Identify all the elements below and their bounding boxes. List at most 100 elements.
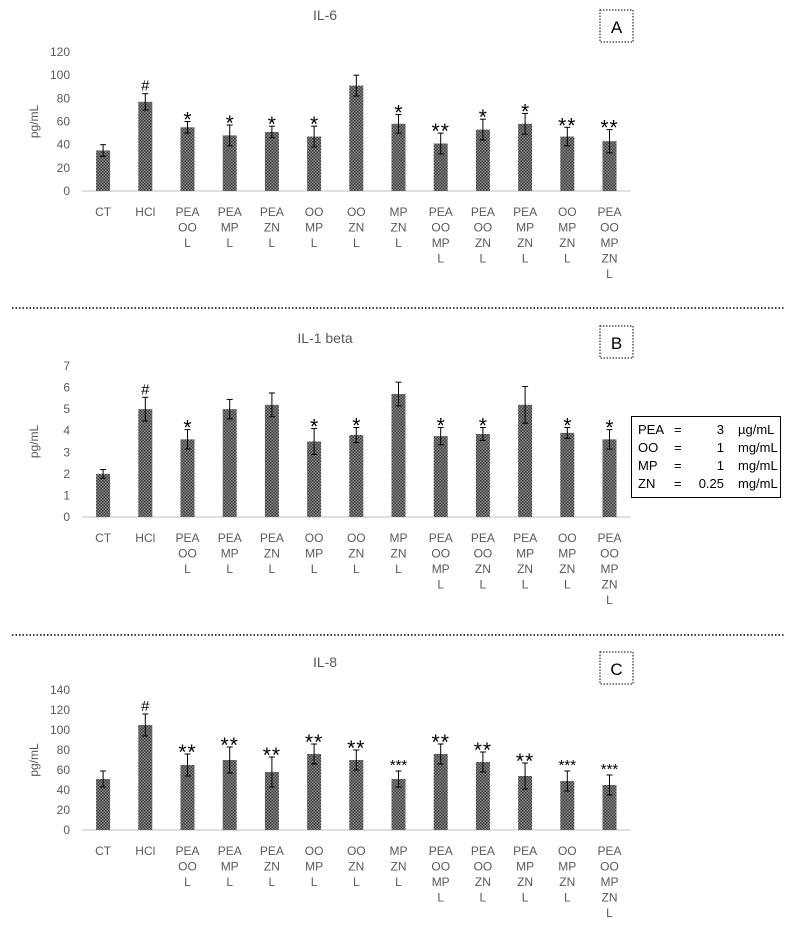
- x-tick-label: PEA: [429, 205, 453, 219]
- significance-marker: **: [432, 731, 450, 754]
- bar: [602, 141, 617, 191]
- significance-marker: *: [183, 109, 191, 132]
- significance-marker: *: [310, 113, 318, 136]
- x-tick-label: L: [606, 267, 613, 281]
- x-tick-label: OO: [474, 221, 493, 235]
- bar: [475, 762, 490, 830]
- bar: [475, 129, 490, 191]
- x-tick-label: PEA: [513, 844, 537, 858]
- legend-row-zn: ZN = 0.25 mg/mL: [638, 475, 780, 493]
- bar: [180, 765, 195, 830]
- significance-marker: *: [605, 417, 613, 440]
- x-tick-label: OO: [431, 860, 450, 874]
- significance-marker: *: [268, 113, 276, 136]
- legend-value: 0.25: [698, 476, 724, 491]
- x-tick-label: MP: [601, 562, 619, 576]
- bar: [307, 136, 322, 191]
- x-tick-label: ZN: [348, 221, 364, 235]
- x-tick-label: OO: [474, 547, 493, 561]
- x-tick-label: L: [564, 891, 571, 905]
- x-tick-label: PEA: [513, 205, 537, 219]
- x-tick-label: ZN: [264, 860, 280, 874]
- x-tick-label: MP: [390, 205, 408, 219]
- bar: [518, 123, 533, 191]
- legend-name: OO: [638, 440, 659, 455]
- x-tick-label: OO: [347, 205, 366, 219]
- y-tick-label: 3: [63, 445, 70, 459]
- x-tick-label: L: [311, 875, 318, 889]
- bar: [391, 779, 406, 830]
- x-tick-label: PEA: [471, 205, 495, 219]
- x-tick-label: OO: [305, 844, 324, 858]
- x-tick-label: PEA: [513, 531, 537, 545]
- y-tick-label: 20: [57, 161, 71, 175]
- x-tick-label: L: [226, 562, 233, 576]
- significance-marker: **: [558, 114, 576, 137]
- significance-marker: **: [432, 120, 450, 143]
- legend-row-pea: PEA = 3 µg/mL: [638, 421, 780, 439]
- significance-marker: *: [310, 416, 318, 439]
- x-tick-label: CT: [95, 205, 112, 219]
- x-tick-label: ZN: [475, 875, 491, 889]
- x-tick-label: ZN: [559, 875, 575, 889]
- x-tick-label: MP: [221, 221, 239, 235]
- y-tick-label: 100: [50, 68, 70, 82]
- bar: [560, 136, 575, 191]
- x-tick-label: L: [480, 252, 487, 266]
- x-tick-label: ZN: [348, 860, 364, 874]
- chart-panel-b: IL-1 beta Bpg/mL01234567CT#HCl*PEAOOLPEAM…: [27, 325, 634, 607]
- bar: [264, 404, 279, 517]
- significance-marker: ***: [390, 757, 408, 774]
- x-tick-label: ZN: [559, 562, 575, 576]
- significance-marker: *: [563, 414, 571, 437]
- chart-title: IL-1 beta: [297, 330, 352, 346]
- panel-letter-box: [599, 325, 634, 359]
- y-tick-label: 4: [63, 424, 70, 438]
- x-tick-label: ZN: [602, 891, 618, 905]
- x-tick-label: PEA: [471, 531, 495, 545]
- x-tick-label: HCl: [135, 531, 155, 545]
- x-tick-label: OO: [178, 547, 197, 561]
- significance-marker: #: [141, 381, 150, 398]
- bar: [560, 432, 575, 517]
- x-tick-label: MP: [432, 562, 450, 576]
- x-tick-label: MP: [516, 547, 534, 561]
- x-tick-label: ZN: [391, 860, 407, 874]
- y-tick-label: 20: [57, 803, 71, 817]
- x-tick-label: ZN: [602, 578, 618, 592]
- x-tick-label: PEA: [175, 531, 199, 545]
- chart-panel-c: IL-8 Cpg/mL 0 20 40 60 80 100 120 140 CT # HCl ** PEA O…: [27, 651, 634, 920]
- x-tick-label: L: [522, 891, 529, 905]
- y-tick-label: 0: [63, 510, 70, 524]
- bar: [138, 101, 153, 191]
- significance-marker: *: [394, 102, 402, 125]
- x-tick-label: MP: [558, 860, 576, 874]
- y-tick-label: 100: [50, 723, 70, 737]
- x-tick-label: L: [564, 252, 571, 266]
- y-tick-label: 0: [63, 823, 70, 837]
- y-tick-label: 1: [63, 488, 70, 502]
- legend-value: 1: [716, 458, 724, 473]
- bar: [433, 436, 448, 517]
- x-tick-label: PEA: [260, 844, 284, 858]
- x-tick-label: HCl: [135, 844, 155, 858]
- significance-marker: **: [600, 117, 618, 140]
- bar: [264, 131, 279, 191]
- x-tick-label: MP: [432, 236, 450, 250]
- x-tick-label: L: [480, 578, 487, 592]
- x-tick-label: PEA: [218, 531, 242, 545]
- bar: [96, 473, 111, 517]
- x-tick-label: L: [226, 236, 233, 250]
- x-tick-label: OO: [431, 221, 450, 235]
- x-tick-label: MP: [516, 221, 534, 235]
- x-tick-label: L: [522, 578, 529, 592]
- y-tick-label: 0: [63, 184, 70, 198]
- legend-equals: =: [674, 422, 682, 437]
- y-tick-label: 7: [63, 359, 70, 373]
- chart-title: IL-6: [313, 7, 337, 23]
- x-tick-label: L: [437, 252, 444, 266]
- bar: [391, 394, 406, 517]
- x-tick-label: MP: [432, 875, 450, 889]
- significance-marker: *: [479, 414, 487, 437]
- x-tick-label: ZN: [475, 562, 491, 576]
